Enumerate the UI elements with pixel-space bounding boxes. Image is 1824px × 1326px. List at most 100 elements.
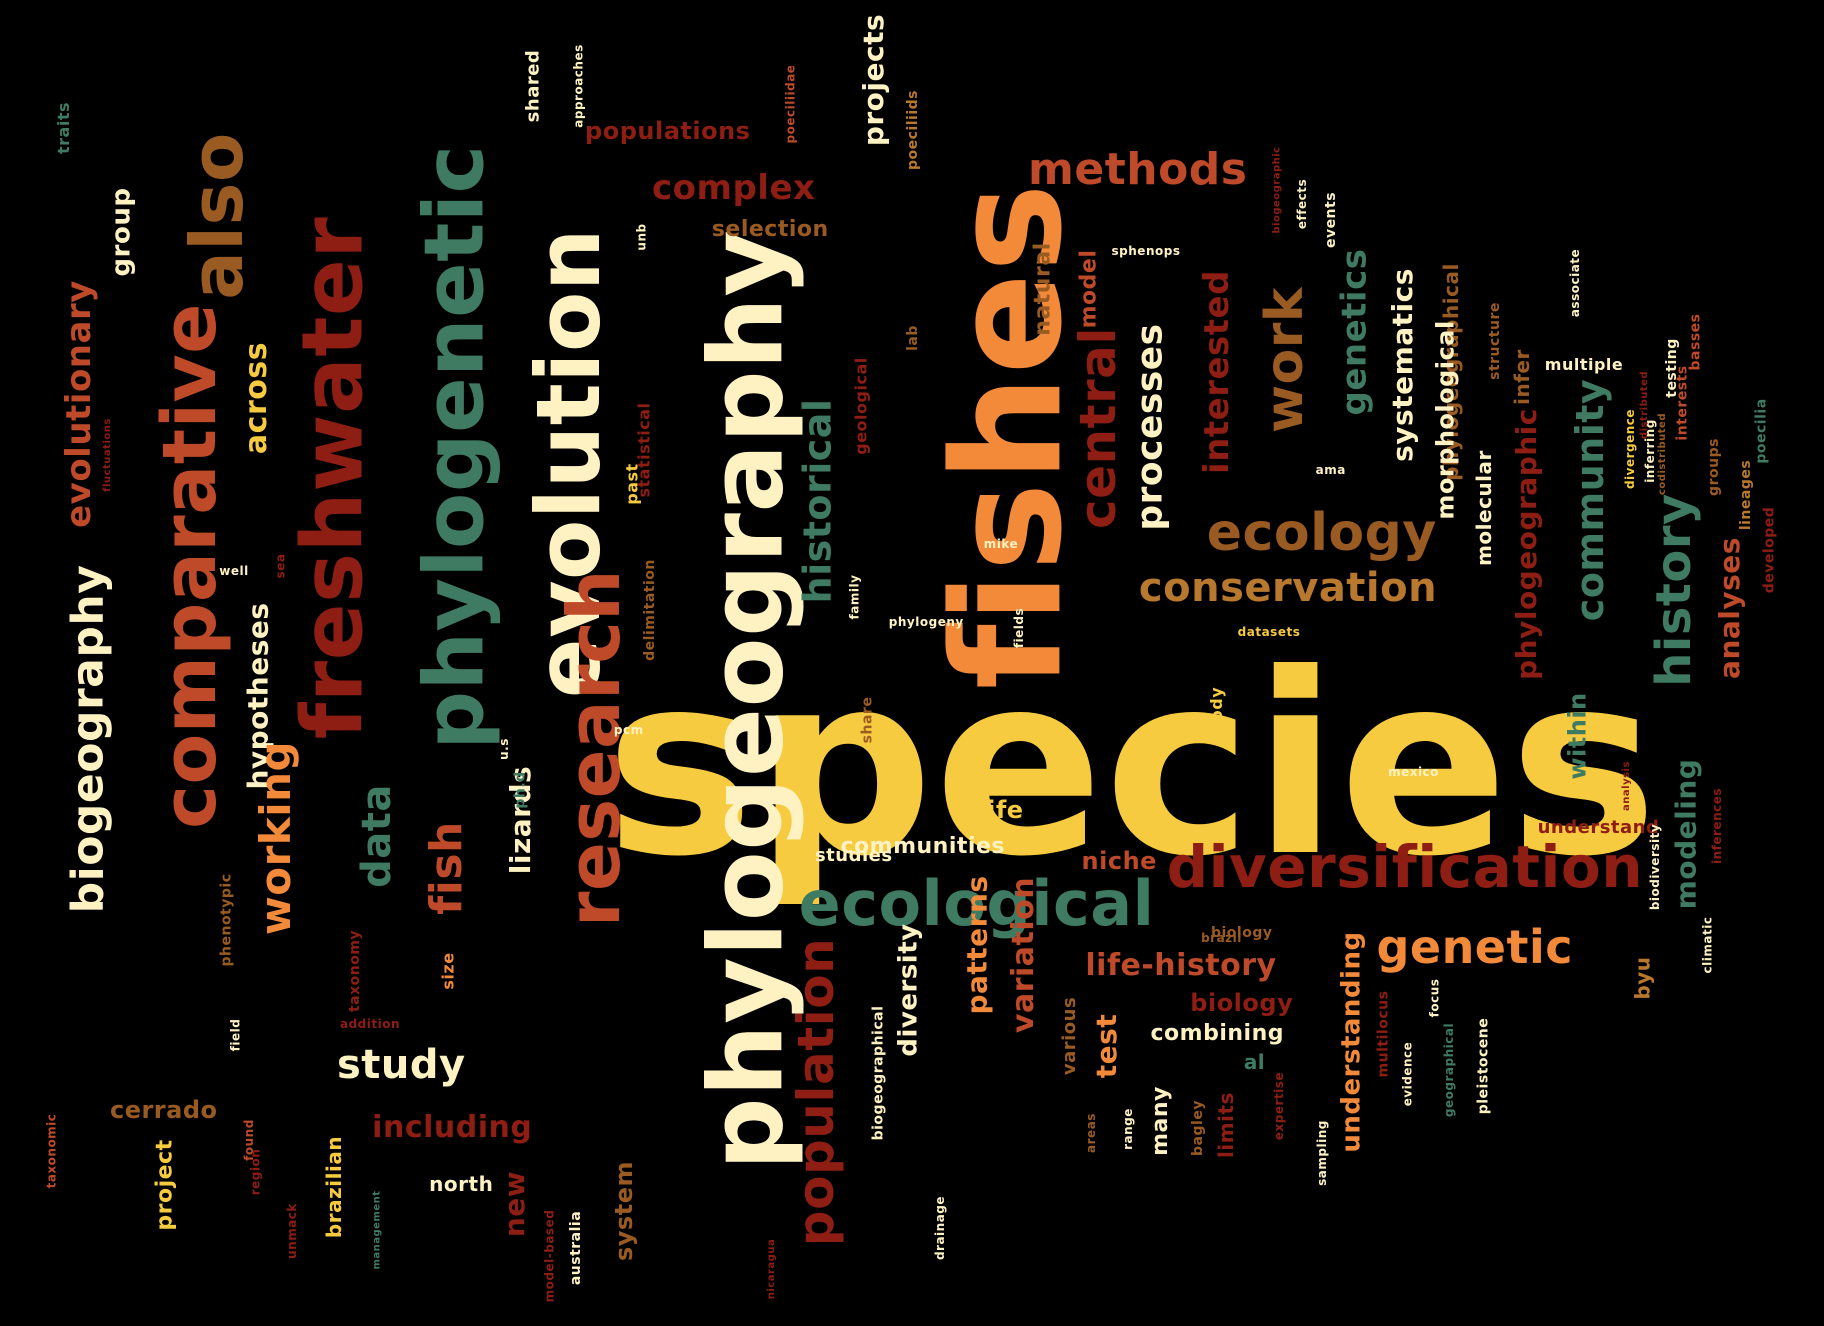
- word-ecological: ecological: [798, 867, 1155, 940]
- word-lab: lab: [904, 325, 921, 351]
- word-various: various: [1058, 996, 1080, 1076]
- word-well: well: [219, 564, 249, 578]
- word-freshwater: freshwater: [283, 216, 382, 740]
- word-taxonomic: taxonomic: [44, 1113, 59, 1189]
- word-biogeography: biogeography: [62, 564, 114, 914]
- word-events: events: [1323, 191, 1340, 249]
- word-north: north: [429, 1172, 494, 1196]
- word-unb: unb: [634, 223, 649, 251]
- word-divergence: divergence: [1623, 408, 1638, 490]
- word-life-history: life-history: [1085, 948, 1277, 983]
- word-molecular: molecular: [1472, 450, 1497, 566]
- word-communities: communities: [840, 834, 1005, 859]
- word-shared: shared: [522, 49, 544, 123]
- word-biogeographical: biogeographical: [870, 1005, 887, 1141]
- word-group: group: [106, 187, 137, 277]
- word-across: across: [239, 341, 275, 455]
- word-fluctuations: fluctuations: [102, 418, 114, 492]
- word-family: family: [847, 574, 862, 620]
- word-study: study: [336, 1042, 466, 1088]
- word-conservation: conservation: [1138, 565, 1438, 611]
- word-life: life: [978, 796, 1024, 824]
- word-analyses: analyses: [1713, 537, 1746, 679]
- word-methods: methods: [1028, 144, 1248, 195]
- word-model-based: model-based: [542, 1209, 557, 1303]
- word-genetics: genetics: [1334, 248, 1374, 416]
- word-comparative: comparative: [146, 303, 233, 829]
- word-unmack: unmack: [284, 1203, 299, 1259]
- word-bagley: bagley: [1189, 1100, 1206, 1156]
- word-genetic: genetic: [1376, 920, 1574, 974]
- word-management: management: [371, 1190, 383, 1270]
- word-biology: biology: [1190, 989, 1294, 1017]
- word-testing: testing: [1663, 338, 1680, 398]
- word-traits: traits: [53, 102, 73, 154]
- word-working: working: [250, 740, 300, 936]
- word-multilocus: multilocus: [1375, 990, 1392, 1078]
- word-phenotypic: phenotypic: [218, 873, 235, 967]
- word-research: research: [552, 568, 636, 928]
- word-ama: ama: [1315, 463, 1346, 477]
- word-inferring: inferring: [1643, 419, 1658, 483]
- word-population: population: [787, 937, 846, 1247]
- word-pcm: pcm: [613, 723, 644, 737]
- word-modeling: modeling: [1669, 758, 1702, 910]
- word-phylogeography: phylogeography: [687, 229, 807, 1171]
- word-poeciliids: poeciliids: [904, 90, 921, 170]
- word-diversity: diversity: [893, 923, 924, 1057]
- word-morphological: morphological: [1431, 320, 1460, 520]
- word-basses: basses: [1687, 313, 1704, 371]
- word-test: test: [1090, 1013, 1123, 1079]
- word-work: work: [1255, 287, 1315, 433]
- word-new: new: [497, 1170, 531, 1238]
- word-understand: understand: [1537, 817, 1660, 838]
- word-field: field: [228, 1018, 243, 1052]
- word-system: system: [609, 1161, 638, 1261]
- word-effects: effects: [1295, 178, 1310, 230]
- word-biogeographic: biogeographic: [1271, 146, 1283, 234]
- word-processes: processes: [1129, 323, 1171, 531]
- word-selection: selection: [711, 217, 829, 242]
- word-including: including: [372, 1110, 533, 1145]
- word-australia: australia: [568, 1210, 585, 1286]
- word-central: central: [1068, 326, 1127, 530]
- word-lineages: lineages: [1737, 459, 1754, 531]
- word-systematics: systematics: [1385, 268, 1419, 462]
- word-populations: populations: [585, 117, 751, 145]
- word-geographical: geographical: [1442, 1022, 1456, 1118]
- word-taxonomy: taxonomy: [347, 929, 363, 1013]
- word-natural: natural: [1030, 242, 1056, 336]
- word-byu: byu: [1630, 956, 1655, 1000]
- word-sphenops: sphenops: [1111, 244, 1181, 258]
- word-fields: fields: [1011, 607, 1026, 649]
- word-focus: focus: [1427, 978, 1442, 1018]
- word-drainage: drainage: [933, 1195, 947, 1261]
- word-biology: biology: [1210, 925, 1273, 941]
- word-niche: niche: [1081, 847, 1157, 875]
- word-fish: fish: [420, 821, 472, 915]
- word-sampling: sampling: [1314, 1120, 1329, 1186]
- word-projects: projects: [856, 13, 890, 147]
- word-variation: variation: [1006, 876, 1042, 1034]
- word-analysis: analysis: [1621, 761, 1632, 811]
- word-brazil: brazil: [1201, 931, 1242, 945]
- word-past: past: [622, 463, 642, 505]
- word-cerrado: cerrado: [109, 1096, 218, 1124]
- word-range: range: [1121, 1108, 1136, 1150]
- word-structure: structure: [1487, 302, 1504, 380]
- word-limits: limits: [1213, 1092, 1238, 1158]
- word-complex: complex: [652, 168, 816, 208]
- word-brazilian: brazilian: [322, 1135, 347, 1239]
- word-phylogeny: phylogeny: [888, 615, 964, 629]
- word-poeciliidae: poeciliidae: [783, 64, 798, 144]
- word-mike: mike: [983, 537, 1019, 551]
- word-climatic: climatic: [1700, 916, 1714, 974]
- word-studies: studies: [814, 845, 893, 866]
- word-evidence: evidence: [1399, 1041, 1414, 1107]
- word-interested: interested: [1196, 270, 1237, 474]
- word-model: model: [1076, 249, 1102, 329]
- word-sea: sea: [273, 553, 288, 579]
- word-mexico: mexico: [1388, 765, 1439, 779]
- word-historical: historical: [795, 398, 840, 604]
- word-delimitation: delimitation: [642, 559, 658, 661]
